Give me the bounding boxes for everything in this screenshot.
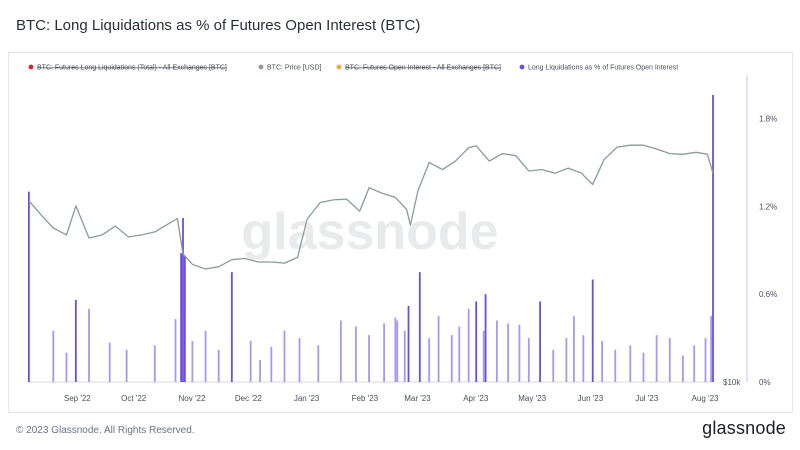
chart-container: glassnode BTC: Futures Long Liquidations … bbox=[8, 52, 793, 413]
liquidation-bar[interactable] bbox=[565, 338, 568, 382]
x-axis-tick-label: Oct '22 bbox=[121, 394, 147, 403]
liquidation-bar[interactable] bbox=[180, 253, 183, 382]
liquidation-bar[interactable] bbox=[482, 330, 485, 382]
legend-marker-1[interactable] bbox=[258, 64, 264, 70]
liquidation-bar[interactable] bbox=[437, 316, 440, 382]
price-line[interactable] bbox=[28, 144, 714, 270]
liquidation-bar[interactable] bbox=[655, 335, 658, 382]
liquidation-bar[interactable] bbox=[450, 335, 453, 382]
liquidation-bar[interactable] bbox=[495, 320, 498, 383]
liquidation-bar[interactable] bbox=[552, 349, 555, 382]
x-axis-tick-label: Jul '23 bbox=[635, 394, 658, 403]
legend-marker-0[interactable] bbox=[28, 64, 34, 70]
liquidation-bar[interactable] bbox=[270, 346, 273, 382]
x-axis-tick-label: Nov '22 bbox=[179, 394, 206, 403]
liquidation-bar[interactable] bbox=[467, 308, 470, 382]
price-axis-tick-label: $10k bbox=[723, 378, 741, 387]
liquidation-bar[interactable] bbox=[601, 341, 604, 382]
liquidation-bar[interactable] bbox=[507, 323, 510, 382]
liquidation-bar[interactable] bbox=[629, 345, 632, 382]
legend-item-3[interactable]: Long Liquidations as % of Futures Open I… bbox=[528, 65, 678, 72]
liquidation-bar[interactable] bbox=[191, 341, 194, 382]
liquidation-bar[interactable] bbox=[368, 335, 370, 382]
x-axis-tick-label: Aug '23 bbox=[692, 394, 719, 403]
x-axis-tick-label: Sep '22 bbox=[64, 394, 91, 403]
liquidation-bar[interactable] bbox=[693, 345, 696, 382]
liquidation-bar[interactable] bbox=[182, 218, 184, 382]
liquidation-bar[interactable] bbox=[407, 305, 410, 382]
copyright-text: © 2023 Glassnode. All Rights Reserved. bbox=[16, 425, 195, 436]
liquidation-bar[interactable] bbox=[539, 301, 541, 382]
liquidation-bar[interactable] bbox=[591, 279, 594, 383]
liquidation-bar[interactable] bbox=[204, 330, 207, 382]
liquidation-bar[interactable] bbox=[484, 294, 487, 382]
liquidation-bar[interactable] bbox=[183, 256, 186, 382]
liquidation-bar[interactable] bbox=[108, 342, 111, 382]
liquidation-bar[interactable] bbox=[396, 320, 399, 383]
liquidation-bar[interactable] bbox=[668, 338, 671, 382]
liquidation-bar[interactable] bbox=[217, 349, 220, 382]
liquidation-bar[interactable] bbox=[283, 330, 286, 382]
liquidation-bar[interactable] bbox=[403, 330, 406, 382]
x-axis-tick-label: Apr '23 bbox=[463, 394, 489, 403]
right-axis-tick-label: 1.8% bbox=[759, 114, 777, 123]
legend-marker-3[interactable] bbox=[519, 64, 525, 70]
liquidation-bar[interactable] bbox=[355, 326, 357, 382]
legend-item-1[interactable]: BTC: Price [USD] bbox=[267, 65, 322, 72]
liquidation-bar[interactable] bbox=[298, 338, 301, 382]
x-axis-tick-label: Jun '23 bbox=[578, 394, 604, 403]
liquidation-bar[interactable] bbox=[249, 341, 252, 382]
liquidation-bar[interactable] bbox=[710, 316, 713, 382]
liquidation-bar[interactable] bbox=[74, 300, 77, 382]
x-axis-tick-label: Feb '23 bbox=[352, 394, 379, 403]
liquidation-bar[interactable] bbox=[153, 345, 156, 382]
legend-item-0[interactable]: BTC: Futures Long Liquidations (Total) -… bbox=[37, 65, 227, 72]
liquidation-bar[interactable] bbox=[573, 316, 575, 382]
liquidation-bar[interactable] bbox=[174, 319, 177, 382]
liquidation-bar[interactable] bbox=[428, 338, 431, 382]
right-axis-tick-label: 1.2% bbox=[759, 202, 777, 211]
legend-item-2[interactable]: BTC: Futures Open Interest - All Exchang… bbox=[345, 65, 501, 72]
liquidation-bar[interactable] bbox=[712, 95, 714, 382]
liquidation-bar[interactable] bbox=[704, 338, 707, 382]
liquidation-bar[interactable] bbox=[527, 338, 530, 382]
liquidation-bar[interactable] bbox=[518, 324, 521, 382]
chart-svg[interactable]: glassnode BTC: Futures Long Liquidations … bbox=[9, 53, 792, 412]
liquidation-bar[interactable] bbox=[27, 191, 30, 382]
watermark-text: glassnode bbox=[241, 203, 498, 261]
liquidation-bar[interactable] bbox=[475, 301, 478, 382]
x-axis-tick-label: Dec '22 bbox=[235, 394, 262, 403]
liquidation-bar[interactable] bbox=[65, 352, 68, 382]
glassnode-logo[interactable]: glassnode bbox=[702, 418, 786, 438]
liquidation-bar[interactable] bbox=[339, 320, 342, 383]
liquidation-bar[interactable] bbox=[582, 335, 585, 382]
x-axis-tick-label: Jan '23 bbox=[294, 394, 320, 403]
liquidation-bar[interactable] bbox=[458, 326, 461, 382]
liquidation-bar[interactable] bbox=[642, 352, 645, 382]
liquidation-bar[interactable] bbox=[230, 272, 233, 382]
liquidation-bar[interactable] bbox=[418, 272, 421, 382]
x-axis-tick-label: Mar '23 bbox=[404, 394, 431, 403]
legend-marker-2[interactable] bbox=[336, 64, 342, 70]
liquidation-bar[interactable] bbox=[88, 308, 90, 382]
liquidation-bar[interactable] bbox=[259, 360, 261, 382]
chart-title: BTC: Long Liquidations as % of Futures O… bbox=[16, 17, 421, 34]
right-axis-tick-label: 0.6% bbox=[759, 290, 777, 299]
liquidation-bar[interactable] bbox=[52, 330, 55, 382]
right-axis-tick-label: 0% bbox=[759, 378, 771, 387]
x-axis-tick-label: May '23 bbox=[518, 394, 546, 403]
liquidation-bar[interactable] bbox=[317, 345, 320, 382]
liquidation-bar[interactable] bbox=[682, 355, 684, 382]
liquidation-bar[interactable] bbox=[614, 349, 617, 382]
liquidation-bar[interactable] bbox=[125, 349, 128, 382]
liquidation-bar[interactable] bbox=[383, 323, 385, 382]
liquidation-bar[interactable] bbox=[394, 317, 397, 382]
